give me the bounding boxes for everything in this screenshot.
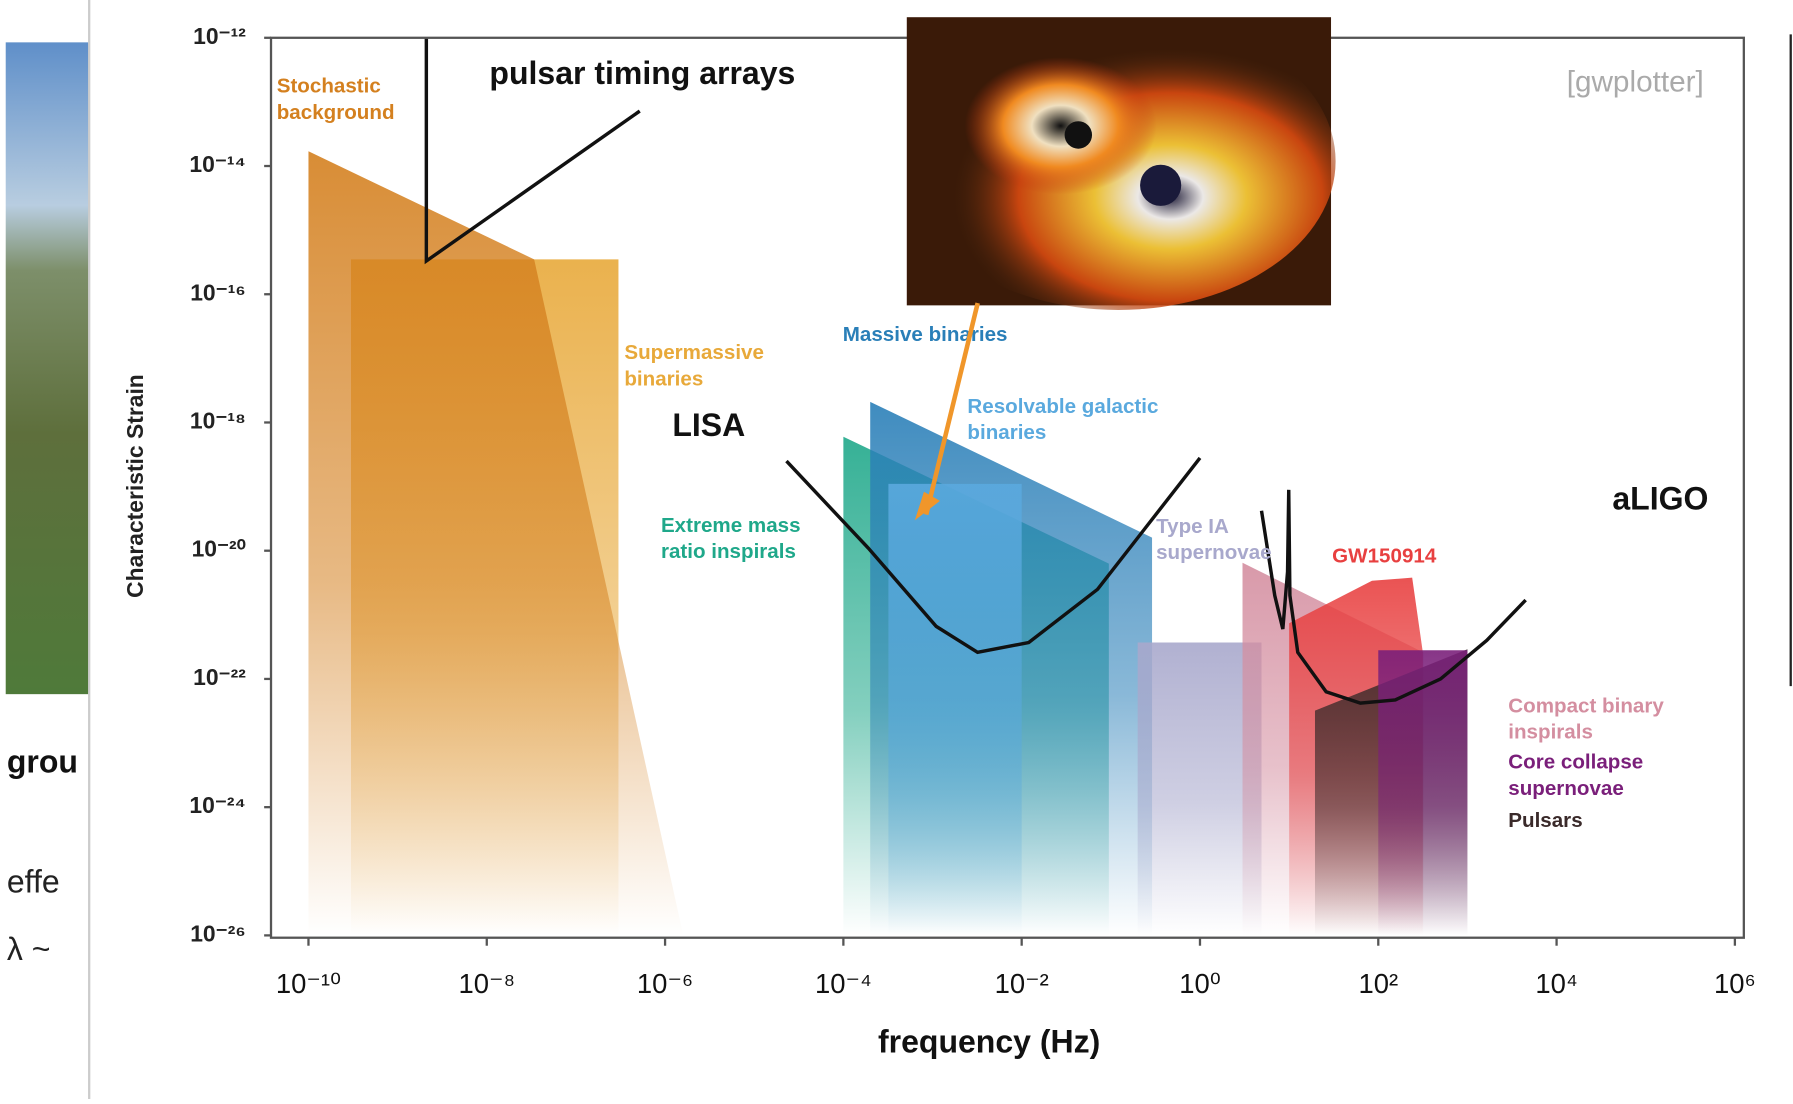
region-label-box: GW150914 [1332, 544, 1437, 568]
region-label-box: Resolvable galactic binaries [967, 394, 1159, 444]
detector-curve [1259, 489, 1527, 705]
region-label: Extreme mass ratio inspirals [660, 513, 801, 563]
x-tick-label: 10⁰ [1179, 968, 1221, 999]
inset-image [901, 12, 1336, 521]
x-tick-label: 10⁻¹⁰ [276, 968, 341, 999]
source-region [888, 483, 1022, 936]
x-tick-label: 10⁻⁶ [637, 968, 693, 999]
plot: pulsar timing arrays LISA aLIGO Supermassiv… [189, 23, 1755, 999]
source: [gwplotter] [1567, 65, 1704, 98]
region-label-box: Pulsars [1508, 808, 1583, 832]
x-tick-label: 10⁶ [1714, 968, 1756, 999]
source-region [1378, 650, 1468, 936]
y-tick-label: 10⁻¹² [193, 23, 246, 49]
region-label: Type IA supernovae [1156, 514, 1272, 564]
region-label-box: Stochastic background [276, 74, 395, 124]
detector-curve [424, 37, 641, 265]
region-label: Pulsars [1508, 808, 1583, 832]
y-tick-label: 10⁻²⁴ [189, 792, 245, 818]
y-tick-label: 10⁻¹⁶ [190, 279, 246, 305]
x-tick-label: 10⁻⁴ [815, 968, 872, 999]
x-tick-label: 10⁴ [1535, 968, 1577, 999]
y-tick-label: 10⁻²² [193, 664, 246, 690]
source-region [1137, 642, 1262, 936]
slide-text: λ ~ [7, 931, 51, 967]
region-label: Core collapse supernovae [1508, 750, 1644, 800]
detector-label: LISA [672, 407, 745, 443]
y-axis-label: Characteristic Strain [122, 374, 148, 598]
region-label: Stochastic background [276, 74, 395, 124]
x-axis-label: frequency (Hz) [878, 1024, 1100, 1060]
detector-label: pulsar timing arrays [489, 55, 795, 91]
y-tick-label: 10⁻¹⁸ [190, 408, 246, 434]
region-label-box: Supermassive binaries [624, 340, 764, 390]
y-tick-label: 10⁻²⁰ [192, 536, 246, 562]
x-tick-label: 10² [1358, 968, 1398, 999]
region-label-box: Compact binary inspirals [1508, 694, 1664, 744]
x-tick-label: 10⁻² [995, 968, 1049, 999]
region-label-box: Massive binaries [842, 322, 1008, 346]
x-tick-label: 10⁻⁸ [458, 968, 515, 999]
source-region [308, 151, 684, 936]
slide-text: effe [7, 863, 60, 899]
region-label: Compact binary inspirals [1508, 694, 1664, 744]
y-tick-label: 10⁻²⁶ [190, 920, 246, 946]
slide-text: grou [7, 743, 78, 779]
region-label-box: Type IA supernovae [1156, 514, 1272, 564]
region-label: Massive binaries [842, 322, 1008, 346]
detector-label: aLIGO [1612, 480, 1708, 516]
region-label: Supermassive binaries [624, 340, 764, 390]
y-tick-label: 10⁻¹⁴ [189, 151, 245, 177]
detector-curve [785, 456, 1202, 655]
region-label: GW150914 [1332, 544, 1437, 568]
region-label: Resolvable galactic binaries [967, 394, 1159, 444]
region-label-box: Extreme mass ratio inspirals [660, 513, 801, 563]
region-label-box: Core collapse supernovae [1508, 750, 1644, 800]
